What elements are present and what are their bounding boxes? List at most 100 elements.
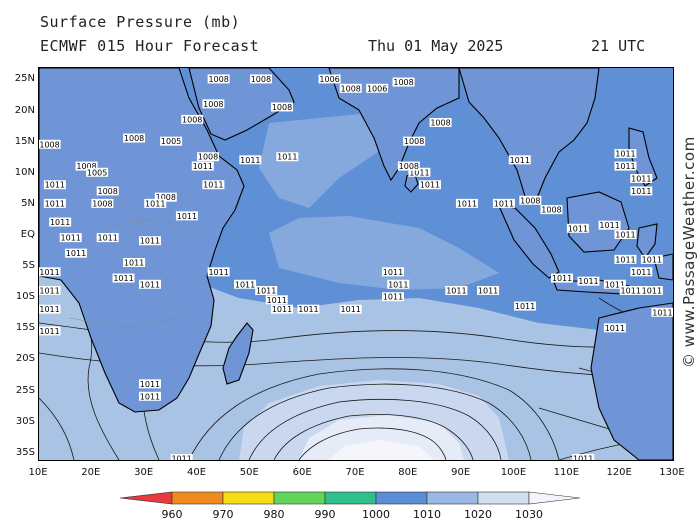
isobar-label: 1011 [39, 267, 61, 277]
latitude-label: 10N [14, 166, 35, 178]
isobar-label: 1011 [49, 217, 72, 227]
isobar-label: 1011 [408, 167, 431, 177]
svg-text:1011: 1011 [177, 212, 197, 221]
isobar-label: 1011 [651, 307, 673, 317]
isobar-label: 1011 [207, 267, 230, 277]
svg-text:1011: 1011 [515, 302, 535, 311]
isobar-label: 1008 [96, 186, 119, 196]
svg-text:1011: 1011 [642, 287, 662, 296]
longitude-label: 60E [292, 467, 312, 478]
svg-text:1011: 1011 [203, 181, 223, 190]
svg-text:1011: 1011 [39, 287, 59, 296]
svg-text:1011: 1011 [615, 231, 635, 240]
svg-text:1008: 1008 [541, 206, 561, 215]
isobar-label: 1008 [75, 161, 98, 171]
longitude-label: 90E [451, 467, 471, 478]
svg-text:1011: 1011 [66, 249, 86, 258]
svg-text:1011: 1011 [124, 259, 144, 268]
isobar-label: 1011 [138, 379, 161, 389]
isobar-label: 1011 [170, 454, 193, 460]
svg-text:1011: 1011 [652, 308, 672, 317]
isobar-label: 1011 [514, 301, 537, 311]
scale-swatch-high [528, 491, 581, 505]
svg-text:1011: 1011 [140, 380, 160, 389]
sumatra-landmass [498, 205, 560, 279]
svg-text:1011: 1011 [140, 237, 160, 246]
svg-text:1011: 1011 [39, 327, 59, 336]
svg-text:1011: 1011 [50, 218, 70, 227]
isobar-label: 1011 [418, 180, 441, 190]
latitude-label: 5S [22, 260, 35, 272]
svg-text:1008: 1008 [272, 103, 292, 112]
isobar-label: 1008 [207, 74, 230, 84]
scale-swatch [273, 491, 326, 505]
latitude-label: 5N [21, 197, 35, 209]
svg-text:1008: 1008 [208, 75, 228, 84]
forecast-time: 21 UTC [591, 37, 646, 55]
pressure-field-1025-core [299, 415, 464, 460]
isobar-label: 1008 [429, 118, 452, 128]
isobar-label: 1011 [619, 286, 642, 296]
isobar-label: 1011 [39, 286, 61, 296]
isobar-label: 1006 [318, 74, 341, 84]
svg-text:1011: 1011 [61, 234, 81, 243]
isobar-label: 1011 [43, 198, 66, 208]
isobar-label: 1011 [234, 279, 257, 289]
isobar-label: 1011 [255, 286, 278, 296]
svg-text:1011: 1011 [39, 305, 59, 314]
svg-text:1011: 1011 [45, 199, 65, 208]
svg-text:1008: 1008 [198, 153, 218, 162]
pressure-map[interactable]: 1008 1008 1006 1008 1008 1006 1008 1008 1008 1008… [38, 67, 674, 461]
svg-text:1011: 1011 [615, 162, 635, 171]
isobar-label: 1011 [455, 198, 478, 208]
latitude-label: 25N [14, 73, 35, 85]
svg-text:1011: 1011 [510, 156, 530, 165]
svg-text:1011: 1011 [552, 274, 572, 283]
latitude-label: 20S [15, 353, 35, 365]
scale-tick-label: 1020 [464, 508, 492, 521]
latitude-label: 10S [15, 291, 35, 303]
svg-text:1008: 1008 [520, 196, 540, 205]
isobar-label: 1011 [59, 233, 82, 243]
longitude-label: 20E [81, 467, 101, 478]
latitude-label: 15N [14, 135, 35, 147]
isobar-label: 1011 [603, 279, 626, 289]
svg-text:1011: 1011 [45, 181, 65, 190]
isobar-label: 1011 [381, 267, 404, 277]
svg-text:1011: 1011 [193, 162, 213, 171]
isobar-label: 1011 [614, 254, 637, 264]
svg-text:1011: 1011 [341, 305, 361, 314]
scale-tick-label: 1030 [515, 508, 543, 521]
longitude-label: 130E [659, 467, 685, 478]
scale-tick-label: 1000 [362, 508, 390, 521]
svg-text:1011: 1011 [631, 268, 651, 277]
svg-text:1008: 1008 [98, 187, 118, 196]
svg-text:1008: 1008 [404, 137, 424, 146]
scale-swatch [171, 491, 224, 505]
longitude-label: 110E [553, 467, 580, 478]
scale-swatch [375, 491, 428, 505]
country-borders [68, 97, 570, 329]
isobar-label: 1011 [630, 267, 653, 277]
svg-text:1011: 1011 [605, 280, 625, 289]
longitude-label: 100E [500, 467, 527, 478]
svg-text:1008: 1008 [156, 193, 176, 202]
svg-text:1011: 1011 [478, 287, 498, 296]
isobar-label: 1008 [519, 195, 542, 205]
isobar-label: 1011 [144, 198, 167, 208]
isobar-label: 1011 [445, 286, 468, 296]
svg-text:1011: 1011 [383, 268, 403, 277]
svg-text:1011: 1011 [494, 199, 514, 208]
svg-text:1011: 1011 [446, 287, 466, 296]
svg-text:1011: 1011 [621, 287, 641, 296]
svg-text:1008: 1008 [430, 119, 450, 128]
isobar-label: 1008 [403, 136, 426, 146]
svg-text:1011: 1011 [578, 277, 598, 286]
isobar-label: 1011 [339, 304, 362, 314]
isobar-label: 1011 [381, 292, 404, 302]
isobar-label: 1011 [603, 323, 626, 333]
svg-text:1011: 1011 [113, 274, 133, 283]
svg-text:1011: 1011 [457, 199, 477, 208]
isobar-label: 1011 [492, 198, 515, 208]
